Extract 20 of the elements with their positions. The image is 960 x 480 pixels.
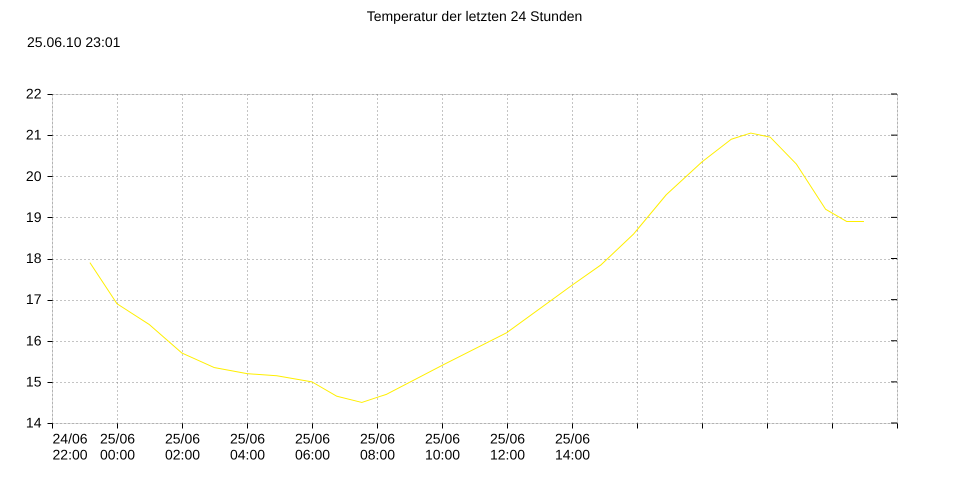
y-tick-label: 20 xyxy=(26,168,42,184)
x-tick-label: 25/06 00:00 xyxy=(100,430,136,462)
y-tick-label: 21 xyxy=(26,126,42,143)
x-tick-label: 24/06 22:00 xyxy=(52,430,88,462)
y-tick-label: 18 xyxy=(26,250,42,266)
y-tick-label: 17 xyxy=(26,291,42,308)
y-tick-label: 15 xyxy=(26,373,42,390)
y-tick-label: 16 xyxy=(26,332,42,348)
x-tick-label: 25/06 10:00 xyxy=(424,430,460,462)
x-tick-label: 25/06 02:00 xyxy=(164,430,200,462)
y-tick-label: 14 xyxy=(26,414,42,430)
x-tick-label: 25/06 12:00 xyxy=(490,430,526,462)
chart-title: Temperatur der letzten 24 Stunden xyxy=(366,8,582,24)
x-tick-label: 25/06 06:00 xyxy=(294,430,330,462)
x-tick-label: 25/06 14:00 xyxy=(554,430,590,462)
text: 25.06.10 23:01 xyxy=(27,34,121,50)
y-tick-label: 22 xyxy=(26,86,42,102)
y-tick-label: 19 xyxy=(26,208,42,225)
x-tick-label: 25/06 08:00 xyxy=(360,430,396,462)
x-tick-label: 25/06 04:00 xyxy=(230,430,266,462)
